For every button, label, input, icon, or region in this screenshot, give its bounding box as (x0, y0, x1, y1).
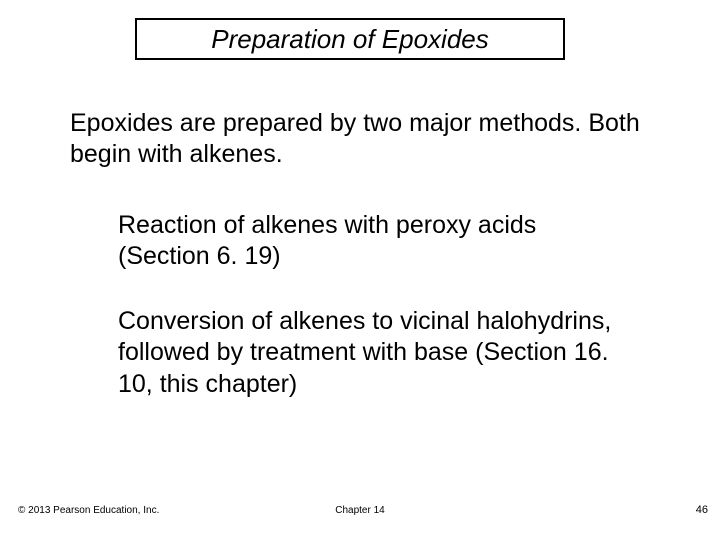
chapter-footer: Chapter 14 (0, 505, 720, 516)
method-1-text: Reaction of alkenes with peroxy acids (S… (118, 210, 628, 273)
slide-container: Preparation of Epoxides Epoxides are pre… (0, 0, 720, 540)
slide-title: Preparation of Epoxides (211, 24, 489, 55)
title-box: Preparation of Epoxides (135, 18, 565, 60)
intro-paragraph: Epoxides are prepared by two major metho… (70, 108, 660, 171)
page-number: 46 (696, 504, 708, 516)
method-2-text: Conversion of alkenes to vicinal halohyd… (118, 306, 648, 400)
